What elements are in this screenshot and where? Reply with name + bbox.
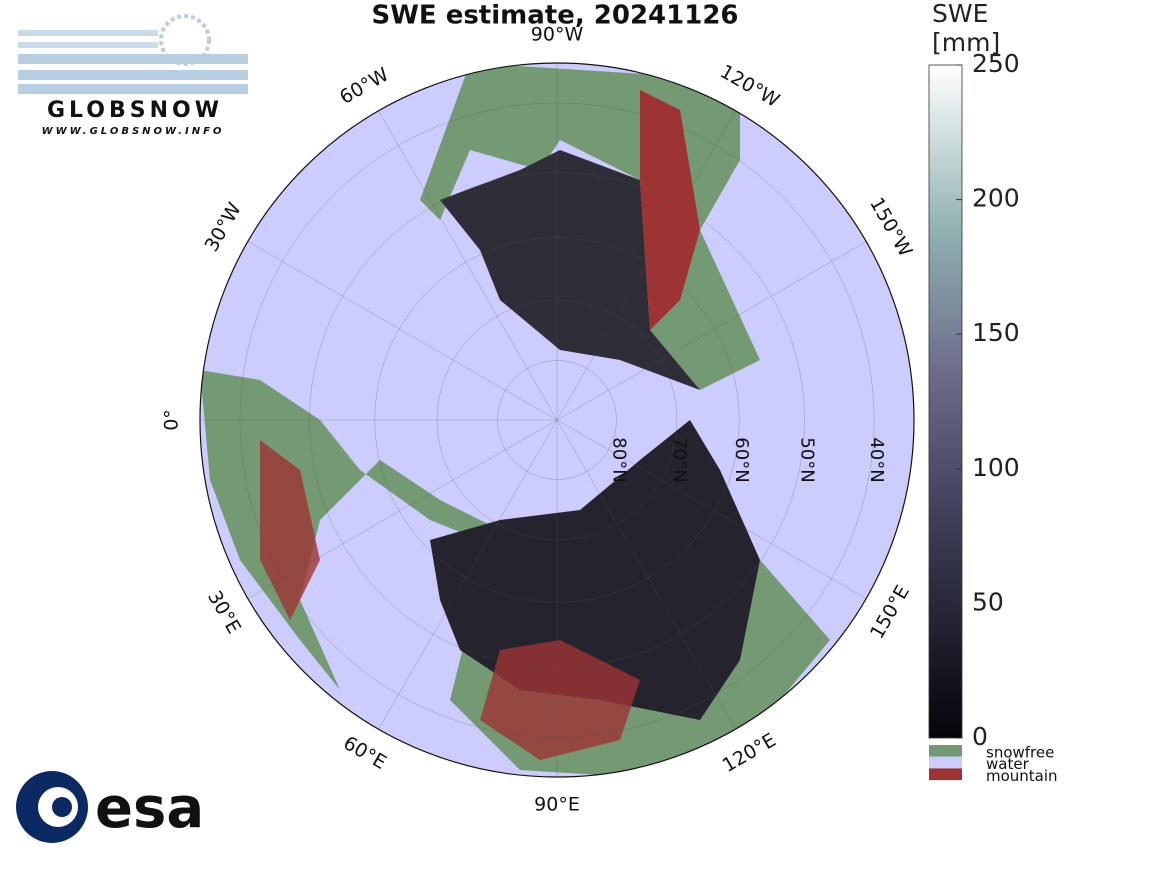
parallel [239,102,875,738]
latitude-label: 50°N [796,437,817,482]
latitude-label: 60°N [731,437,752,482]
longitude-label: 90°W [531,24,584,46]
latitude-label: 80°N [608,437,629,482]
latitude-label: 40°N [866,437,887,482]
esa-text: esa [95,776,204,841]
parallel [497,360,617,480]
parallel [436,299,678,541]
colorbar-tick-label: 100 [972,453,1020,482]
esa-logo: esa [16,771,204,843]
colorbar-label: SWE [932,0,988,28]
legend-swatch [929,745,962,757]
longitude-label: 30°E [203,587,245,638]
colorbar-label: [mm] [932,28,1000,57]
colorbar [928,64,963,739]
colorbar-ticks: 0 50 100 150 200 250 [956,49,1020,751]
colorbar-tick-label: 0 [972,722,988,751]
title: SWE estimate, 20241126 [371,1,738,31]
globsnow-text: GLOBSNOW [47,98,223,123]
longitude-label: 90°E [534,794,580,816]
longitude-label: 30°W [201,199,246,256]
legend-swatch [929,756,962,769]
legend-label: snowfree [986,744,1054,762]
graticule [200,63,875,777]
latitude-label: 70°N [669,437,690,482]
longitude-label: 0° [161,409,183,431]
longitude-label: 120°W [716,60,783,111]
longitude-label: 60°W [336,63,393,108]
colorbar-tick-label: 150 [972,318,1020,347]
globsnow-logo: GLOBSNOW WWW.GLOBSNOW.INFO [18,14,248,137]
longitude-label: 60°E [339,732,390,774]
colorbar-tick-label: 250 [972,49,1020,78]
legend-label: mountain [986,767,1058,785]
colorbar-tick-label: 50 [972,587,1004,616]
globsnow-url: WWW.GLOBSNOW.INFO [42,126,225,137]
longitude-label: 120°E [719,729,780,777]
legend-swatch [929,768,962,781]
legend-label: water [986,755,1030,773]
longitude-label: 150°E [866,582,914,643]
colorbar-tick-label: 200 [972,184,1020,213]
longitude-label: 150°W [865,194,916,261]
parallel [309,172,805,668]
map-frame [199,62,915,778]
parallel [374,237,740,603]
